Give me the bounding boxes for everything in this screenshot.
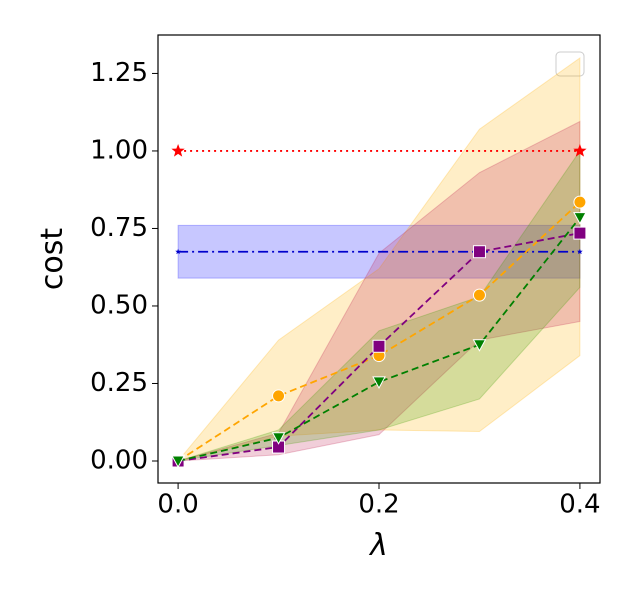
marker <box>573 226 587 240</box>
marker <box>171 143 185 157</box>
x-tick-label: 0.4 <box>559 490 600 520</box>
marker <box>272 389 286 403</box>
marker <box>372 376 386 389</box>
marker <box>472 339 487 352</box>
marker <box>577 248 583 255</box>
y-tick-label: 0.00 <box>90 445 148 475</box>
marker <box>573 212 587 225</box>
x-tick-label: 0.2 <box>358 490 399 520</box>
x-axis-label: λ <box>368 528 388 563</box>
x-tick-label: 0.0 <box>157 490 198 520</box>
marker <box>573 195 587 209</box>
marker <box>573 143 587 157</box>
y-tick-label: 0.75 <box>90 213 148 243</box>
marker <box>175 248 181 255</box>
y-tick-label: 1.25 <box>90 58 148 88</box>
legend-box <box>555 51 585 77</box>
marker <box>271 432 286 445</box>
y-tick-label: 0.25 <box>90 368 148 398</box>
y-tick-label: 1.00 <box>90 135 148 165</box>
marker <box>472 245 486 259</box>
series-line <box>177 217 581 462</box>
y-axis-label: cost <box>35 228 70 290</box>
marker <box>472 288 486 302</box>
series-line <box>177 201 581 462</box>
y-tick-label: 0.50 <box>90 290 148 320</box>
marker <box>372 339 386 353</box>
marker <box>171 455 185 469</box>
